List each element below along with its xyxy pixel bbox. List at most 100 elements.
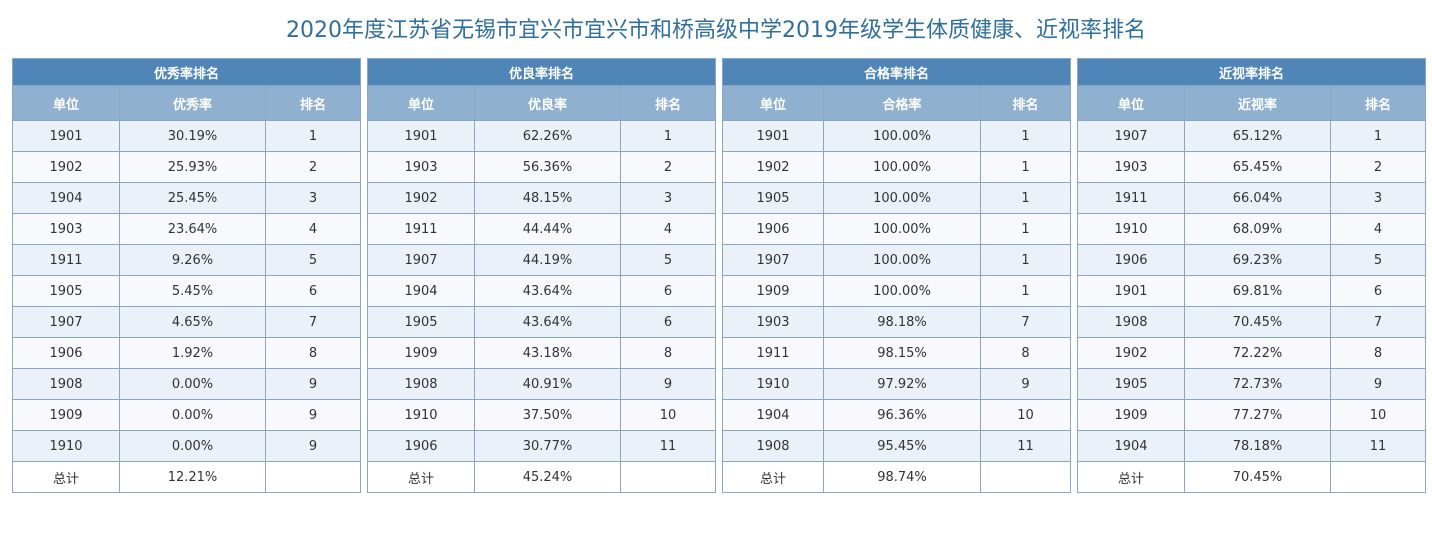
column-header: 单位 <box>12 85 120 121</box>
table-cell: 100.00% <box>823 151 981 183</box>
total-cell: 70.45% <box>1184 461 1331 493</box>
table-cell: 2 <box>619 151 717 183</box>
table-row: 1902 72.22% 8 <box>1077 337 1427 369</box>
table-cell: 1 <box>619 120 717 152</box>
table-cell: 1911 <box>1077 182 1185 214</box>
table-row: 1901 30.19% 1 <box>12 120 362 152</box>
table-cell: 5 <box>1329 244 1427 276</box>
table-cell: 1906 <box>367 430 475 462</box>
table-cell: 44.44% <box>474 213 621 245</box>
total-cell <box>1329 461 1427 493</box>
table-cell: 25.45% <box>119 182 266 214</box>
table-cell: 0.00% <box>119 430 266 462</box>
table-cell: 1904 <box>722 399 824 431</box>
column-header: 优良率 <box>474 85 621 121</box>
total-cell: 总计 <box>367 461 475 493</box>
total-row: 总计 12.21% <box>12 461 362 493</box>
table-cell: 11 <box>619 430 717 462</box>
table-cell: 4 <box>1329 213 1427 245</box>
table-cell: 9.26% <box>119 244 266 276</box>
table-row: 1904 96.36% 10 <box>722 399 1072 431</box>
table-cell: 1906 <box>12 337 120 369</box>
table-cell: 1903 <box>1077 151 1185 183</box>
table-row: 1906 1.92% 8 <box>12 337 362 369</box>
table-cell: 1 <box>979 244 1072 276</box>
table-cell: 1905 <box>12 275 120 307</box>
excellent-rate-table: 优秀率排名 单位 优秀率 排名 1901 30.19% 1 1902 25.93% 2 1904 25… <box>11 58 362 493</box>
table-cell: 1906 <box>1077 244 1185 276</box>
total-cell <box>979 461 1072 493</box>
table-cell: 40.91% <box>474 368 621 400</box>
table-cell: 1902 <box>12 151 120 183</box>
table-cell: 72.73% <box>1184 368 1331 400</box>
table-cell: 1910 <box>722 368 824 400</box>
table-row: 1901 69.81% 6 <box>1077 275 1427 307</box>
total-cell: 98.74% <box>823 461 981 493</box>
table-cell: 1908 <box>1077 306 1185 338</box>
table-row: 1905 72.73% 9 <box>1077 368 1427 400</box>
table-cell: 9 <box>264 430 362 462</box>
table-cell: 5 <box>619 244 717 276</box>
column-header: 单位 <box>1077 85 1185 121</box>
table-cell: 4 <box>264 213 362 245</box>
table-cell: 1 <box>979 182 1072 214</box>
table-cell: 8 <box>979 337 1072 369</box>
table-cell: 5.45% <box>119 275 266 307</box>
table-cell: 10 <box>979 399 1072 431</box>
table-cell: 43.64% <box>474 275 621 307</box>
table-cell: 25.93% <box>119 151 266 183</box>
table-cell: 1 <box>979 151 1072 183</box>
table-cell: 1909 <box>12 399 120 431</box>
table-cell: 68.09% <box>1184 213 1331 245</box>
table-cell: 100.00% <box>823 275 981 307</box>
table-cell: 1911 <box>12 244 120 276</box>
myopia-rate-table-wrap: 近视率排名 单位 近视率 排名 1907 65.12% 1 1903 65.45% 2 1911 66… <box>1076 58 1427 493</box>
table-cell: 9 <box>1329 368 1427 400</box>
table-title: 优秀率排名 <box>11 58 362 86</box>
table-cell: 65.45% <box>1184 151 1331 183</box>
table-cell: 48.15% <box>474 182 621 214</box>
table-cell: 65.12% <box>1184 120 1331 152</box>
table-row: 1906 69.23% 5 <box>1077 244 1427 276</box>
table-row: 1911 66.04% 3 <box>1077 182 1427 214</box>
table-cell: 1905 <box>367 306 475 338</box>
table-cell: 7 <box>1329 306 1427 338</box>
table-cell: 69.23% <box>1184 244 1331 276</box>
table-row: 1908 0.00% 9 <box>12 368 362 400</box>
table-row: 1911 98.15% 8 <box>722 337 1072 369</box>
table-row: 1910 37.50% 10 <box>367 399 717 431</box>
table-cell: 1901 <box>367 120 475 152</box>
table-cell: 1909 <box>367 337 475 369</box>
myopia-rate-table: 近视率排名 单位 近视率 排名 1907 65.12% 1 1903 65.45% 2 1911 66… <box>1076 58 1427 493</box>
table-cell: 1 <box>979 120 1072 152</box>
table-cell: 1903 <box>367 151 475 183</box>
table-cell: 1908 <box>367 368 475 400</box>
table-cell: 66.04% <box>1184 182 1331 214</box>
table-cell: 4.65% <box>119 306 266 338</box>
table-row: 1905 43.64% 6 <box>367 306 717 338</box>
total-cell: 总计 <box>12 461 120 493</box>
table-cell: 1907 <box>367 244 475 276</box>
table-cell: 1911 <box>722 337 824 369</box>
table-row: 1904 78.18% 11 <box>1077 430 1427 462</box>
table-cell: 10 <box>619 399 717 431</box>
table-row: 1906 100.00% 1 <box>722 213 1072 245</box>
table-cell: 1911 <box>367 213 475 245</box>
table-cell: 23.64% <box>119 213 266 245</box>
table-cell: 1901 <box>12 120 120 152</box>
table-cell: 1.92% <box>119 337 266 369</box>
good-rate-table: 优良率排名 单位 优良率 排名 1901 62.26% 1 1903 56.36% 2 1902 48… <box>366 58 717 493</box>
table-cell: 9 <box>264 368 362 400</box>
total-row: 总计 70.45% <box>1077 461 1427 493</box>
table-cell: 1908 <box>722 430 824 462</box>
table-cell: 1902 <box>722 151 824 183</box>
column-header: 优秀率 <box>119 85 266 121</box>
table-cell: 7 <box>264 306 362 338</box>
table-cell: 1910 <box>12 430 120 462</box>
table-row: 1908 95.45% 11 <box>722 430 1072 462</box>
table-row: 1904 43.64% 6 <box>367 275 717 307</box>
table-cell: 44.19% <box>474 244 621 276</box>
table-row: 1905 100.00% 1 <box>722 182 1072 214</box>
table-cell: 30.77% <box>474 430 621 462</box>
table-cell: 96.36% <box>823 399 981 431</box>
